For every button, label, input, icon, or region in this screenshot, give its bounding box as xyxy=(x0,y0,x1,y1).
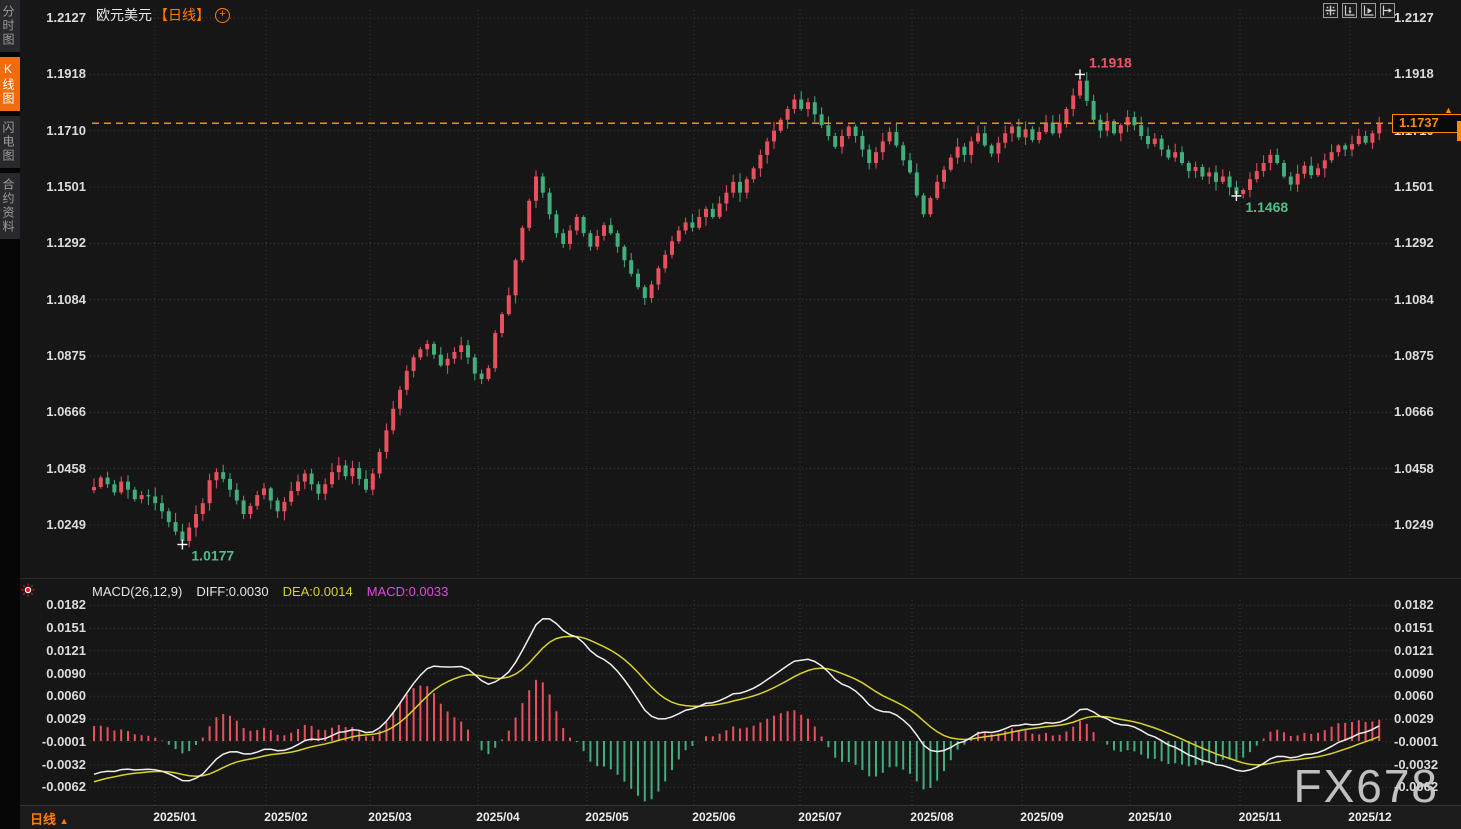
sidebar-item-time-chart[interactable]: 分时图 xyxy=(0,0,20,52)
macd-axis-label: -0.0001 xyxy=(1394,733,1439,749)
add-indicator-icon[interactable]: + xyxy=(215,7,230,23)
price-axis-label: 1.1710 xyxy=(46,122,86,138)
date-axis-label: 2025/04 xyxy=(476,810,520,824)
price-axis-label: 1.0458 xyxy=(46,460,86,476)
price-axis-label: 1.1501 xyxy=(46,179,86,195)
symbol-name: 欧元美元 xyxy=(96,7,152,23)
price-up-arrow-icon: ▲ xyxy=(1444,105,1453,116)
macd-chart[interactable] xyxy=(0,578,1461,806)
price-axis-label: 1.0249 xyxy=(46,517,86,533)
sidebar-item-lightning-chart[interactable]: 闪电图 xyxy=(0,116,20,168)
date-axis-label: 2025/10 xyxy=(1128,810,1172,824)
macd-axis-label: -0.0032 xyxy=(1394,756,1439,772)
candlestick-chart[interactable]: 1.0177 1.1918 1.1468 xyxy=(0,0,1461,578)
crosshair-move-icon[interactable] xyxy=(1323,3,1338,18)
date-axis-label: 2025/09 xyxy=(1020,810,1064,824)
macd-axis-label: -0.0062 xyxy=(1394,779,1439,795)
date-axis-label: 2025/12 xyxy=(1348,810,1392,824)
price-axis-label: 1.1084 xyxy=(1394,291,1434,307)
macd-axis-label: -0.0062 xyxy=(41,779,86,795)
price-axis-label: 1.1084 xyxy=(46,291,86,307)
macd-diff-value: DIFF:0.0030 xyxy=(196,584,269,599)
date-axis-label: 2025/03 xyxy=(368,810,412,824)
svg-text:1.1918: 1.1918 xyxy=(1089,54,1132,70)
price-axis-label: 1.2127 xyxy=(1394,10,1434,25)
price-axis-label: 1.0458 xyxy=(1394,460,1434,476)
macd-axis-label: 0.0182 xyxy=(46,597,86,613)
price-axis-label: 1.1918 xyxy=(1394,66,1434,82)
chart-title: 欧元美元 【日线】 + xyxy=(96,5,230,25)
date-axis-label: 2025/01 xyxy=(153,810,197,824)
macd-axis-label: -0.0032 xyxy=(41,756,86,772)
price-axis-label: 1.1918 xyxy=(46,66,86,82)
macd-axis-label: 0.0121 xyxy=(1394,642,1434,658)
macd-axis-label: 0.0121 xyxy=(46,642,86,658)
x-axis-play-icon[interactable] xyxy=(1361,3,1376,18)
macd-dea-value: DEA:0.0014 xyxy=(282,584,353,599)
chart-toolbar xyxy=(1323,3,1395,18)
macd-axis-label: 0.0090 xyxy=(1394,665,1434,681)
sidebar-item-label: 分时图 xyxy=(1,5,15,47)
date-axis-label: 2025/07 xyxy=(798,810,842,824)
price-axis-label: 1.0875 xyxy=(46,348,86,364)
date-axis-label: 2025/11 xyxy=(1238,810,1282,824)
date-axis-label: 2025/05 xyxy=(585,810,629,824)
panel-divider xyxy=(20,578,1461,579)
macd-axis-label: 0.0090 xyxy=(46,665,86,681)
macd-axis-label: 0.0151 xyxy=(46,620,86,636)
macd-axis-label: 0.0182 xyxy=(1394,597,1434,613)
sidebar-item-label: K线图 xyxy=(1,62,15,106)
price-axis-label: 1.0666 xyxy=(46,404,86,420)
sidebar-item-label: 合约资料 xyxy=(1,178,15,234)
period-selector-label: 日线 xyxy=(30,812,57,827)
date-axis-bar: 日线 ▲ 2025/01 2025/02 2025/03 2025/04 2025/05… xyxy=(20,805,1461,829)
price-axis-label: 1.2127 xyxy=(46,10,86,25)
sidebar-item-label: 闪电图 xyxy=(1,121,15,163)
svg-text:1.0177: 1.0177 xyxy=(191,548,234,564)
sidebar-item-candle-chart[interactable]: K线图 xyxy=(0,57,20,111)
date-axis-label: 2025/06 xyxy=(692,810,736,824)
macd-axis-label: 0.0151 xyxy=(1394,620,1434,636)
price-edge-marker xyxy=(1457,121,1461,142)
current-price-tag: 1.1737 xyxy=(1392,114,1461,134)
date-axis-label: 2025/08 xyxy=(910,810,954,824)
macd-axis-label: -0.0001 xyxy=(41,733,86,749)
macd-header: MACD(26,12,9) DIFF:0.0030 DEA:0.0014 MAC… xyxy=(92,584,448,599)
indicator-settings-icon[interactable] xyxy=(21,583,35,602)
price-axis-label: 1.0249 xyxy=(1394,517,1434,533)
period-label: 【日线】 xyxy=(154,7,210,23)
macd-axis-label: 0.0029 xyxy=(46,711,86,727)
date-axis-label: 2025/02 xyxy=(264,810,308,824)
macd-axis-label: 0.0060 xyxy=(1394,688,1434,704)
price-axis-label: 1.1292 xyxy=(46,235,86,251)
macd-axis-label: 0.0029 xyxy=(1394,711,1434,727)
price-axis-label: 1.1501 xyxy=(1394,179,1434,195)
watermark: FX678 xyxy=(1293,760,1439,812)
y-axis-fit-icon[interactable] xyxy=(1342,3,1357,18)
chevron-up-icon: ▲ xyxy=(59,816,69,826)
price-axis-label: 1.0875 xyxy=(1394,348,1434,364)
macd-axis-label: 0.0060 xyxy=(46,688,86,704)
period-selector[interactable]: 日线 ▲ xyxy=(30,809,69,828)
macd-bar-value: MACD:0.0033 xyxy=(366,584,449,599)
price-axis-label: 1.1292 xyxy=(1394,235,1434,251)
sidebar-item-contract-info[interactable]: 合约资料 xyxy=(0,173,20,239)
price-axis-label: 1.0666 xyxy=(1394,404,1434,420)
scroll-to-latest-icon[interactable] xyxy=(1380,3,1395,18)
sidebar: 分时图 K线图 闪电图 合约资料 xyxy=(0,0,20,829)
macd-params-label: MACD(26,12,9) xyxy=(92,584,183,599)
svg-text:1.1468: 1.1468 xyxy=(1245,199,1288,215)
